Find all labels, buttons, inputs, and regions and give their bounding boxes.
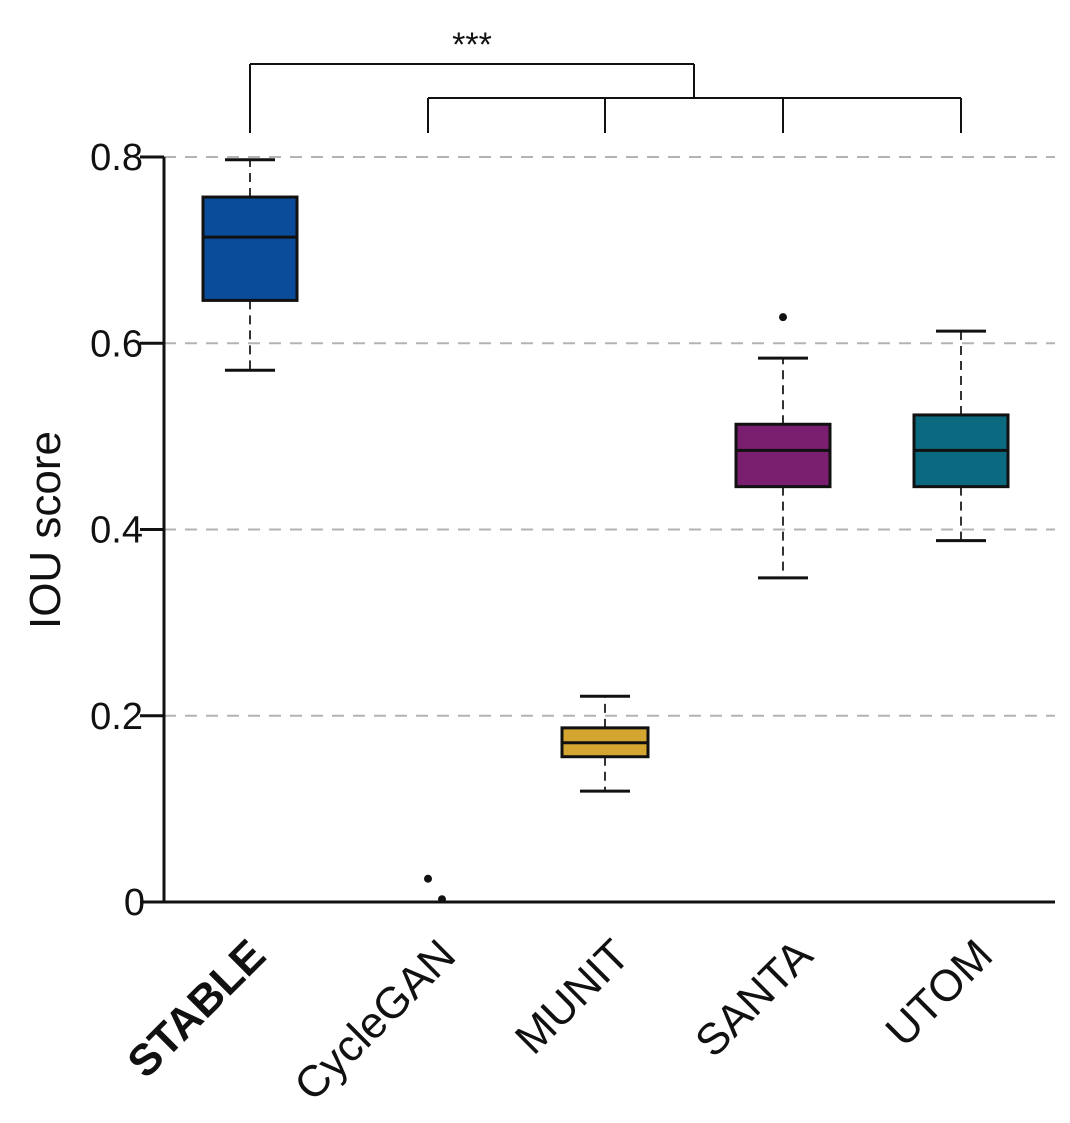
x-tick-label: UTOM [876,930,1002,1056]
y-tick-label: 0 [124,882,145,924]
outlier-point [779,313,787,322]
y-tick-label: 0.2 [90,696,143,738]
y-tick-label: 0.8 [90,137,143,179]
box-cyclegan [388,874,468,904]
gridlines [164,156,1055,717]
significance-bracket [249,63,962,133]
box-stable [201,158,299,372]
iqr-box [201,195,299,302]
box-munit [560,694,650,793]
outlier-point [424,874,432,883]
x-tick-label: CycleGAN [285,930,465,1110]
y-axis-title: IOU score [21,431,70,629]
x-tick-label: STABLE [118,930,275,1087]
iqr-box [734,422,832,489]
boxes [201,158,1010,904]
box-santa [734,313,832,580]
x-tick-label: MUNIT [506,930,639,1063]
y-tick-label: 0.4 [90,510,143,552]
y-tick-label: 0.6 [90,323,143,365]
labels: 0 0.2 0.4 0.6 0.8 IOU score STABLE CycleGAN MUNI… [21,26,1002,1110]
box-utom [912,329,1010,543]
axes [140,155,1055,904]
x-tick-label: SANTA [686,930,823,1067]
significance-label: *** [452,26,492,64]
